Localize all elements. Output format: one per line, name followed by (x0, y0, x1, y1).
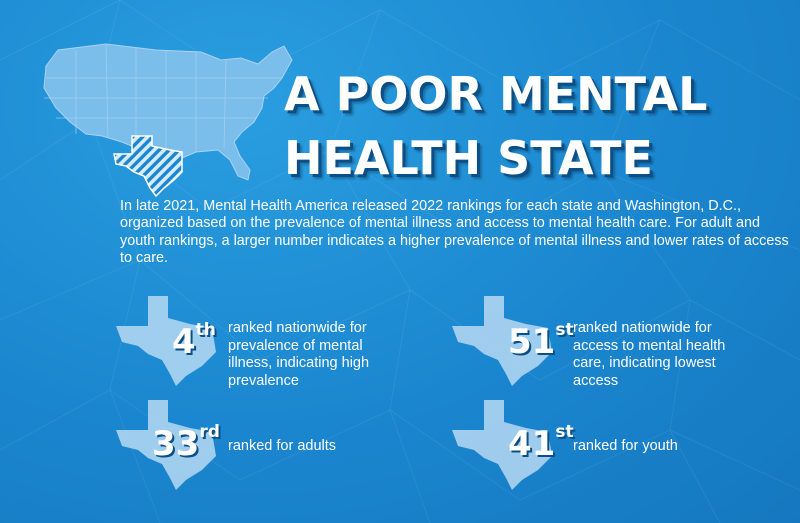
texas-shape-icon (452, 400, 552, 490)
stat-description: ranked for adults (228, 438, 337, 454)
stat-rank: 4th (172, 320, 216, 362)
texas-shape-icon (452, 296, 552, 386)
stat-description: ranked for youth (573, 438, 678, 454)
stat-rank: 51st (508, 320, 574, 362)
usa-map-icon (43, 43, 293, 198)
stat-description: ranked nationwide for access to mental h… (573, 320, 726, 389)
stat-rank: 33rd (152, 422, 220, 464)
intro-paragraph: In late 2021, Mental Health America rele… (120, 198, 789, 267)
page-title: A POOR MENTAL HEALTH STATE (284, 62, 784, 190)
texas-shape-icon (116, 400, 216, 490)
title-line-1: A POOR MENTAL (284, 67, 708, 121)
stat-rank: 41st (508, 422, 574, 464)
stat-description: ranked nationwide for prevalence of ment… (228, 320, 370, 389)
texas-shape-icon (116, 296, 216, 386)
title-line-2: HEALTH STATE (284, 131, 653, 185)
